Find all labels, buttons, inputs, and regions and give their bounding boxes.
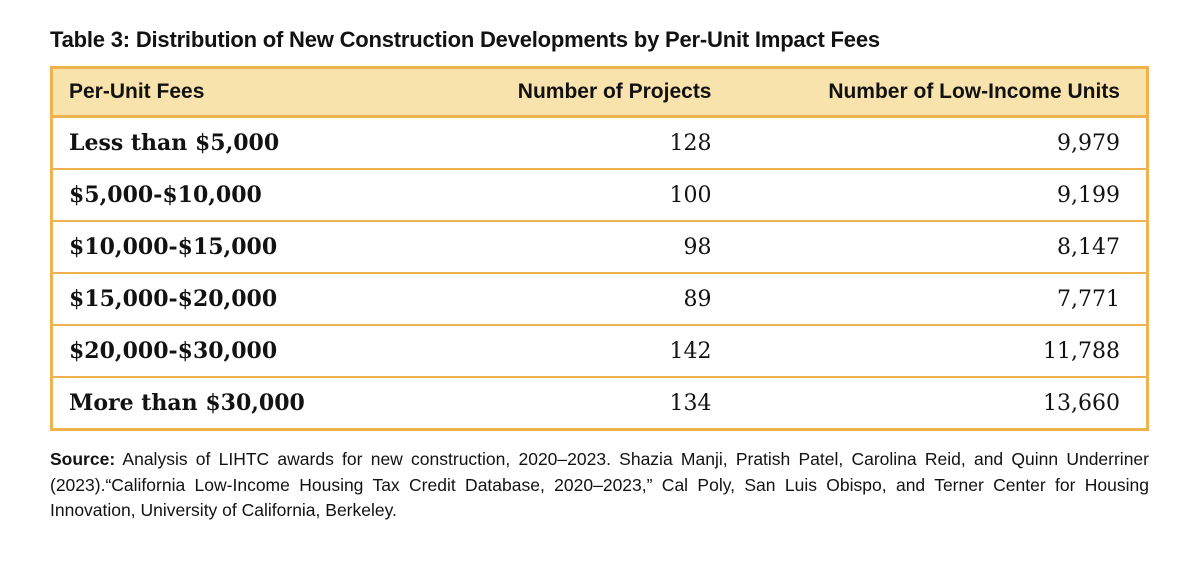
projects-count-cell: 128 (439, 116, 712, 170)
table-row: More than $30,000 134 13,660 (51, 377, 1148, 430)
projects-count-cell: 134 (439, 377, 712, 430)
table-row: Less than $5,000 128 9,979 (51, 116, 1148, 170)
fee-range-cell: $20,000-$30,000 (51, 325, 440, 378)
fee-range-cell: $10,000-$15,000 (51, 221, 440, 274)
fee-range-cell: $15,000-$20,000 (51, 273, 440, 326)
source-label: Source: (50, 449, 116, 469)
fee-range-cell: More than $30,000 (51, 377, 440, 430)
source-note: Source: Analysis of LIHTC awards for new… (50, 447, 1149, 524)
column-header-number-of-low-income-units: Number of Low-Income Units (711, 67, 1148, 118)
impact-fees-table: Per-Unit Fees Number of Projects Number … (50, 66, 1149, 431)
projects-count-cell: 98 (439, 221, 712, 274)
projects-count-cell: 100 (439, 169, 712, 222)
table-title: Table 3: Distribution of New Constructio… (50, 27, 880, 52)
column-header-per-unit-fees: Per-Unit Fees (51, 67, 440, 118)
units-count-cell: 9,199 (711, 169, 1148, 222)
fee-range-cell: Less than $5,000 (51, 116, 440, 170)
units-count-cell: 13,660 (711, 377, 1148, 430)
units-count-cell: 11,788 (711, 325, 1148, 378)
projects-count-cell: 89 (439, 273, 712, 326)
page: Table 3: Distribution of New Constructio… (50, 27, 1149, 524)
header-row: Per-Unit Fees Number of Projects Number … (51, 67, 1148, 118)
column-header-number-of-projects: Number of Projects (439, 67, 712, 118)
units-count-cell: 9,979 (711, 116, 1148, 170)
units-count-cell: 7,771 (711, 273, 1148, 326)
table-body: Less than $5,000 128 9,979 $5,000-$10,00… (51, 116, 1148, 430)
table-row: $5,000-$10,000 100 9,199 (51, 169, 1148, 222)
table-row: $20,000-$30,000 142 11,788 (51, 325, 1148, 378)
table-row: $15,000-$20,000 89 7,771 (51, 273, 1148, 326)
source-text: Analysis of LIHTC awards for new constru… (50, 449, 1149, 520)
fee-range-cell: $5,000-$10,000 (51, 169, 440, 222)
table-header: Per-Unit Fees Number of Projects Number … (51, 67, 1148, 118)
table-row: $10,000-$15,000 98 8,147 (51, 221, 1148, 274)
projects-count-cell: 142 (439, 325, 712, 378)
units-count-cell: 8,147 (711, 221, 1148, 274)
